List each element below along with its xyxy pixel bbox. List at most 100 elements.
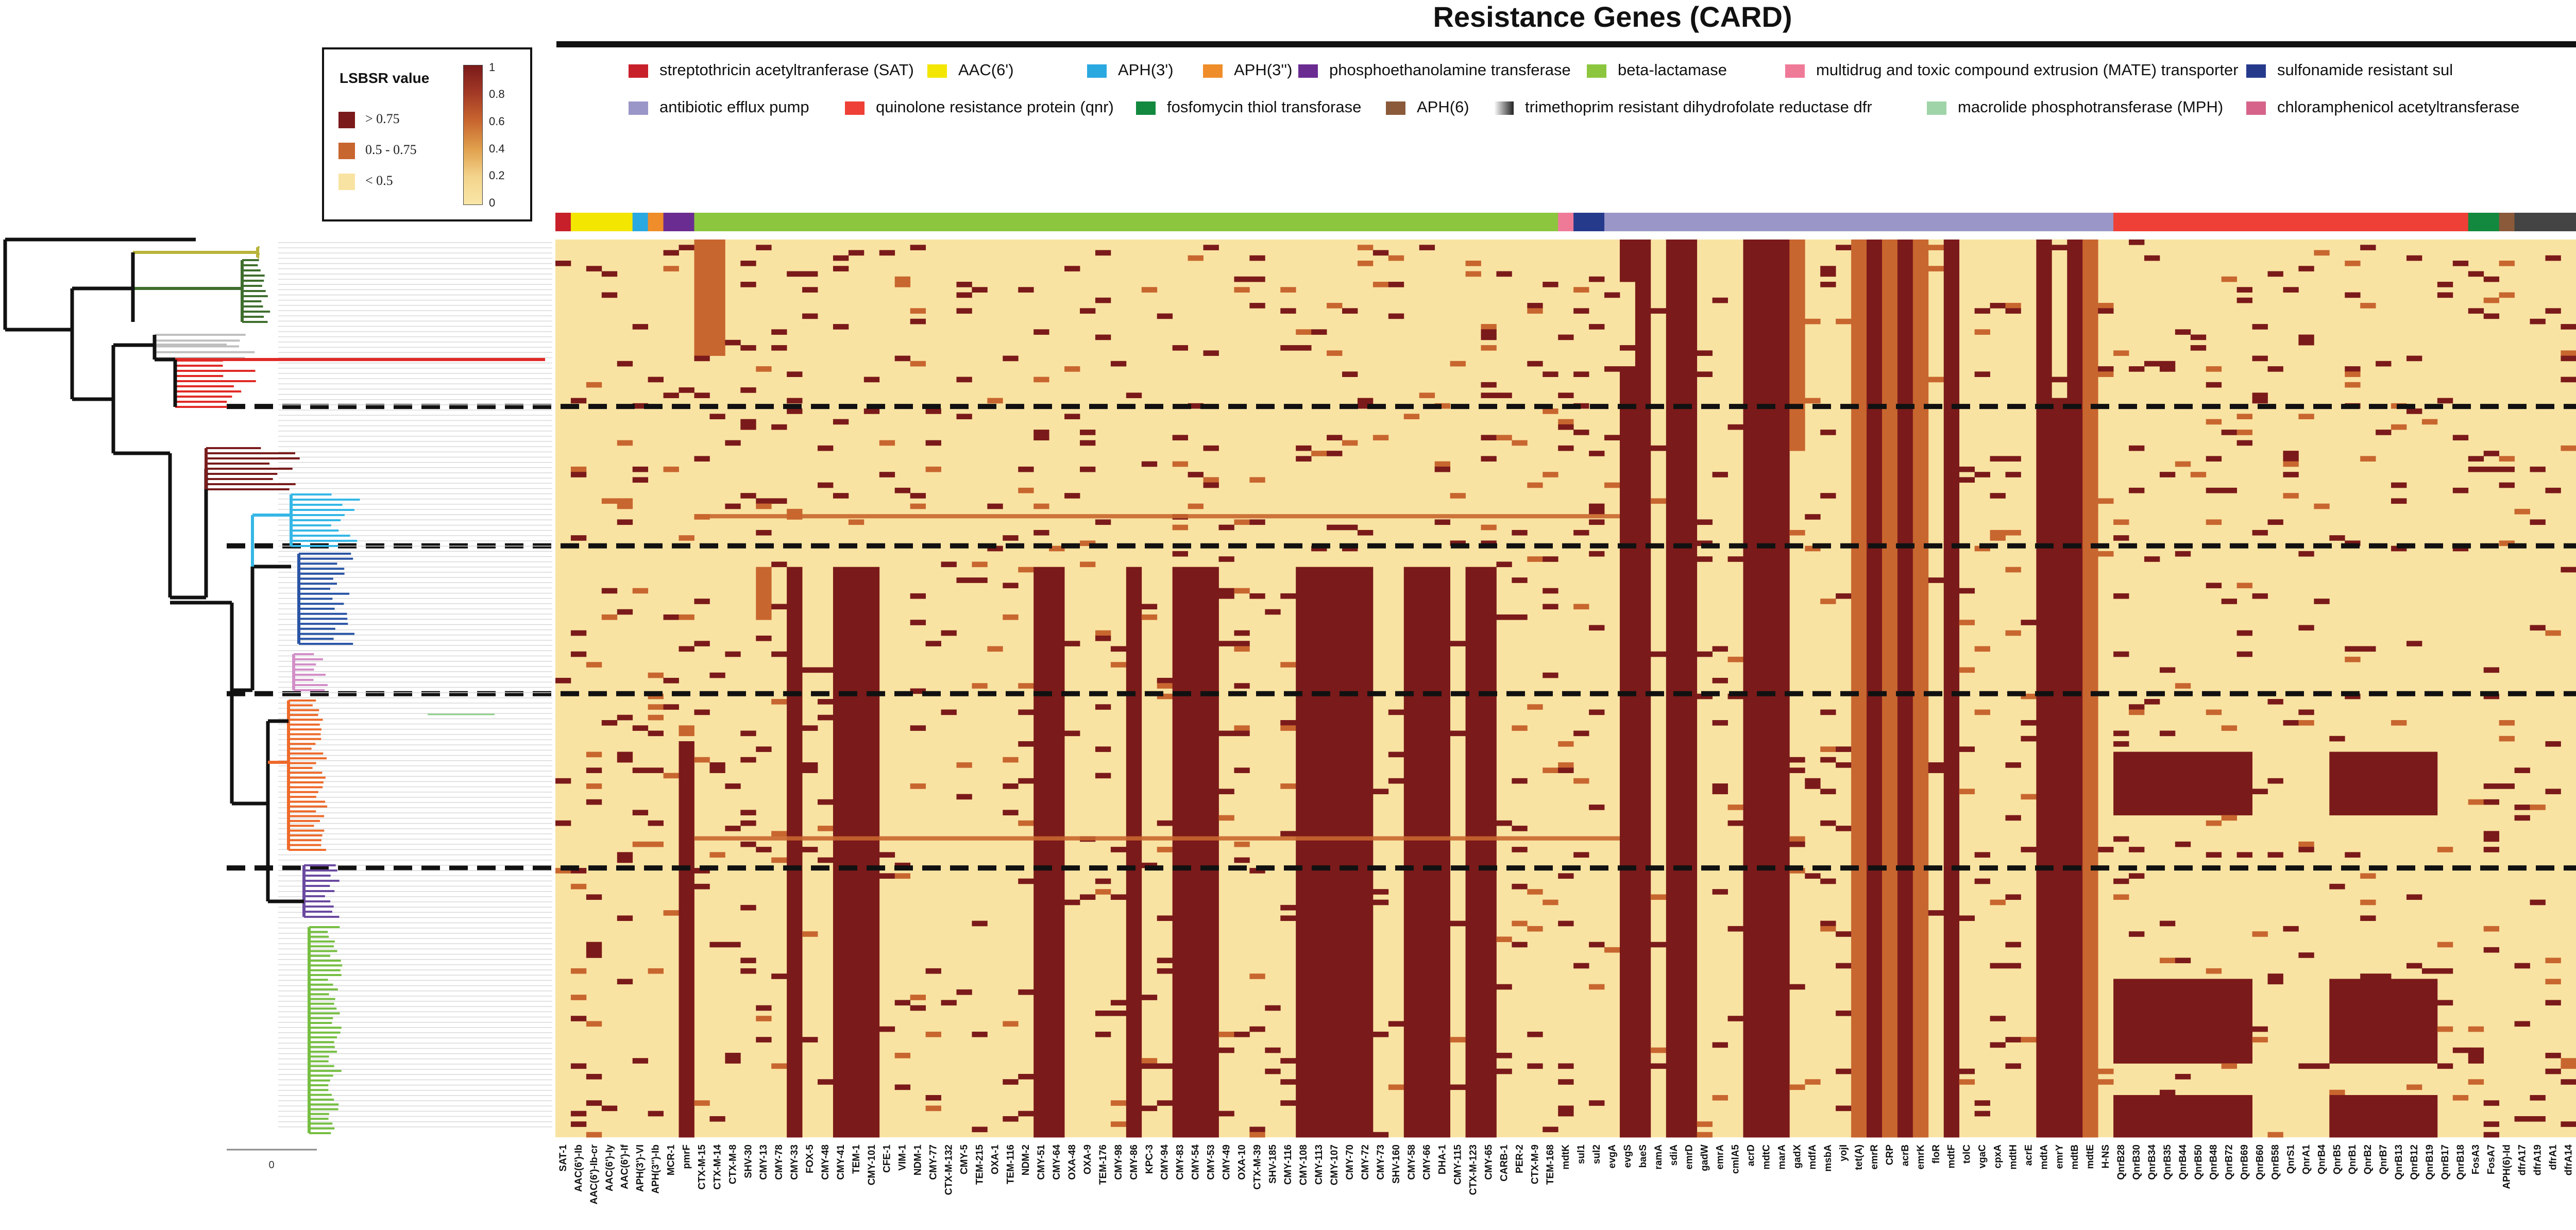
gene-label: acrB <box>1900 1144 1911 1166</box>
category-strip-cell <box>2561 213 2576 231</box>
heatmap-cell <box>2206 583 2222 589</box>
heatmap-cell <box>925 968 941 974</box>
heatmap-cell <box>2252 1037 2268 1043</box>
heatmap-cell <box>694 641 710 646</box>
heatmap-cell <box>2221 430 2238 435</box>
heatmap-cell <box>1820 789 1836 794</box>
heatmap-cell <box>756 366 772 372</box>
heatmap-cell <box>1836 1010 1852 1016</box>
heatmap-cell <box>1141 995 1158 1000</box>
heatmap-cell <box>2314 1063 2330 1069</box>
category-strip-cell <box>1203 213 1219 231</box>
heatmap-cell <box>2005 1063 2021 1069</box>
heatmap-cell <box>1697 519 1713 525</box>
heatmap-cell <box>1388 1021 1404 1027</box>
category-strip-cell <box>555 213 571 231</box>
heatmap-cell <box>1296 329 1312 335</box>
heatmap-cell <box>2483 1121 2500 1127</box>
heatmap-cell <box>725 826 741 831</box>
heatmap-cell <box>1465 567 1481 1138</box>
gene-label: AAC(6')-Iy <box>604 1144 615 1192</box>
category-strip-cell <box>787 213 803 231</box>
heatmap-cell <box>1018 820 1034 826</box>
heatmap-cell <box>1450 361 1466 367</box>
heatmap-cell <box>956 377 972 383</box>
category-strip-cell <box>1450 213 1466 231</box>
heatmap-cell <box>2206 751 2222 815</box>
gene-label: gadW <box>1700 1144 1710 1171</box>
heatmap-cell <box>2437 1000 2453 1006</box>
heatmap-cell <box>740 810 756 815</box>
heatmap-cell <box>2329 1089 2345 1096</box>
heatmap-cell <box>725 1052 741 1064</box>
category-strip-cell <box>1110 213 1127 231</box>
heatmap-cell <box>2206 487 2222 493</box>
heatmap-cell <box>2360 915 2376 921</box>
heatmap-cell <box>879 250 895 256</box>
heatmap-cell <box>1095 297 1111 303</box>
heatmap-cell <box>740 387 756 393</box>
heatmap-cell <box>1496 392 1512 398</box>
heatmap-cell <box>2545 979 2561 985</box>
heatmap-cell <box>617 440 633 446</box>
heatmap-cell <box>617 498 633 509</box>
heatmap-cell <box>910 688 926 694</box>
heatmap-cell <box>2545 789 2561 794</box>
heatmap-cell <box>2190 345 2207 351</box>
heatmap-cell <box>1836 931 1852 937</box>
category-label: quinolone resistance protein (qnr) <box>876 98 1114 116</box>
heatmap-cell <box>2360 303 2376 309</box>
heatmap-cell <box>632 477 649 483</box>
gene-label: marA <box>1776 1144 1787 1170</box>
heatmap-cell <box>1234 276 1250 282</box>
heatmap-streak <box>694 836 1620 841</box>
gene-label: TEM-215 <box>974 1144 985 1185</box>
heatmap-cell <box>1573 371 1589 377</box>
heatmap-cell <box>1049 567 1065 1138</box>
gene-label: CMY-54 <box>1191 1144 1201 1180</box>
heatmap-cell <box>2329 736 2345 742</box>
gene-label: CMY-116 <box>1283 1144 1294 1185</box>
heatmap-cell <box>2561 445 2576 451</box>
category-strip-cell <box>1080 213 1096 231</box>
heatmap-cell <box>1681 240 1698 1138</box>
heatmap-cell <box>2052 377 2067 383</box>
heatmap-cell <box>771 329 787 335</box>
gene-label: APH(3'')-Ib <box>651 1144 662 1194</box>
heatmap-cell <box>663 250 679 256</box>
gene-label: QnrB1 <box>2347 1144 2358 1175</box>
heatmap-cell <box>1095 889 1111 895</box>
gene-label: QnrB28 <box>2116 1144 2127 1180</box>
gene-label: emrA <box>1715 1144 1726 1170</box>
heatmap-cell <box>601 614 618 620</box>
gene-label: TEM-168 <box>1545 1144 1556 1185</box>
heatmap-cell <box>2483 926 2500 932</box>
heatmap-cell <box>1157 968 1173 974</box>
heatmap-cell <box>2098 308 2114 314</box>
heatmap-cell <box>1234 725 1250 731</box>
category-strip-cell <box>1296 213 1312 231</box>
heatmap-cell <box>1512 614 1528 620</box>
gene-label: CMY-64 <box>1052 1144 1062 1180</box>
heatmap-cell <box>2452 1095 2469 1101</box>
heatmap-cell <box>2406 1095 2422 1138</box>
heatmap-cell <box>586 942 602 958</box>
category-strip-cell <box>1265 213 1281 231</box>
heatmap-cell <box>2159 751 2176 815</box>
heatmap-cell <box>1296 456 1312 462</box>
gene-label: CMY-13 <box>758 1144 769 1180</box>
heatmap-cell <box>1095 250 1111 256</box>
heatmap-cell <box>2236 414 2252 419</box>
heatmap-cell <box>1018 683 1034 689</box>
heatmap-cell <box>1234 857 1250 863</box>
heatmap-cell <box>1851 240 1867 1138</box>
heatmap-cell <box>2437 282 2453 287</box>
heatmap-cell <box>1188 567 1204 1138</box>
heatmap-cell <box>632 841 649 847</box>
heatmap-cell <box>2236 852 2252 858</box>
heatmap-cell <box>1110 847 1127 852</box>
heatmap-cell <box>1218 815 1234 821</box>
heatmap-cell <box>1218 730 1234 737</box>
heatmap-cell <box>1974 1100 1990 1106</box>
